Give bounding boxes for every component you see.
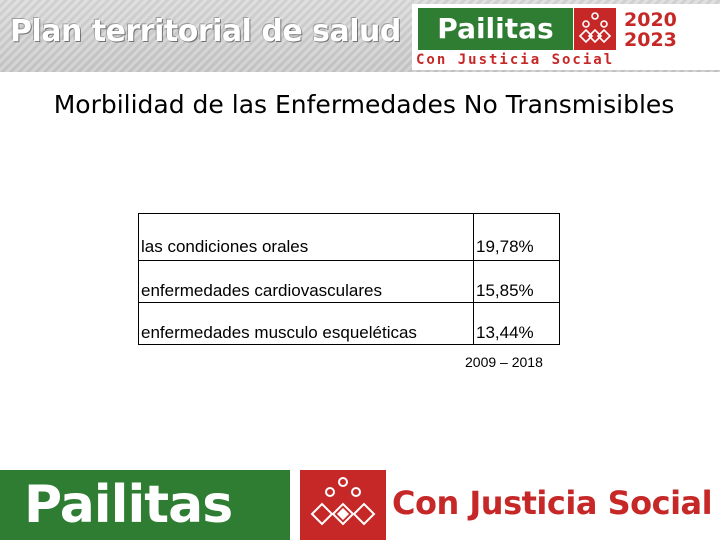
footer-brand: Pailitas [24, 475, 233, 535]
header-logo-brand-box: Pailitas [418, 8, 573, 50]
people-emblem-icon [578, 12, 612, 44]
table-cell-label: las condiciones orales [138, 213, 474, 261]
header-logo-year-end: 2023 [624, 29, 677, 51]
header-logo: Pailitas 2020 2023 Con Justicia Social [412, 4, 720, 70]
table-row: las condiciones orales 19,78% [138, 213, 560, 261]
header-logo-emblem [574, 8, 616, 50]
page-title: Morbilidad de las Enfermedades No Transm… [53, 90, 675, 119]
header-banner: Plan territorial de salud Pailitas 2020 … [0, 0, 720, 72]
header-logo-years: 2020 2023 [624, 10, 716, 50]
header-logo-tagline: Con Justicia Social [416, 52, 615, 68]
table-cell-value: 15,85% [473, 260, 560, 303]
table-cell-label: enfermedades musculo esqueléticas [138, 302, 474, 345]
footer-brand-box: Pailitas [0, 470, 290, 540]
footer-tagline: Con Justicia Social [392, 484, 713, 522]
header-title: Plan territorial de salud [10, 14, 401, 49]
footer-emblem [300, 470, 386, 540]
header-logo-brand: Pailitas [437, 12, 554, 45]
footer-banner: Pailitas Con Justicia Social [0, 470, 720, 540]
table-cell-label: enfermedades cardiovasculares [138, 260, 474, 303]
table-row: enfermedades cardiovasculares 15,85% [138, 260, 560, 303]
morbidity-table: las condiciones orales 19,78% enfermedad… [138, 213, 560, 345]
people-emblem-icon [310, 477, 376, 526]
table-row: enfermedades musculo esqueléticas 13,44% [138, 302, 560, 345]
header-logo-year-start: 2020 [624, 9, 677, 31]
table-cell-value: 19,78% [473, 213, 560, 261]
period-label: 2009 – 2018 [465, 354, 543, 370]
table-cell-value: 13,44% [473, 302, 560, 345]
